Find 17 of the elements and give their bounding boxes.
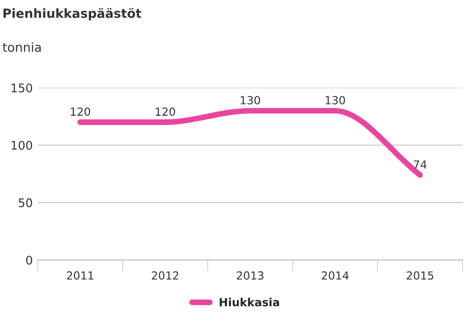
x-tick-label: 2012: [152, 271, 178, 280]
y-tick-label: 50: [18, 198, 32, 208]
y-tick-label: 150: [12, 83, 32, 92]
data-label: 74: [414, 160, 427, 169]
data-label: 120: [156, 107, 176, 116]
data-label: 120: [70, 107, 90, 116]
data-label: 130: [240, 96, 260, 104]
x-tick-label: 2011: [66, 271, 94, 280]
chart-title: Pienhiukkaspäästöt: [4, 8, 142, 20]
y-tick-label: 0: [26, 256, 32, 265]
x-tick-label: 2015: [406, 271, 434, 280]
y-tick-label: 100: [12, 140, 32, 150]
y-axis-title: tonnia: [2, 42, 41, 52]
x-tick-label: 2014: [322, 271, 349, 280]
data-label: 130: [326, 96, 345, 104]
legend-label: Hiukkasia: [220, 298, 280, 306]
x-tick-label: 2013: [236, 271, 264, 280]
